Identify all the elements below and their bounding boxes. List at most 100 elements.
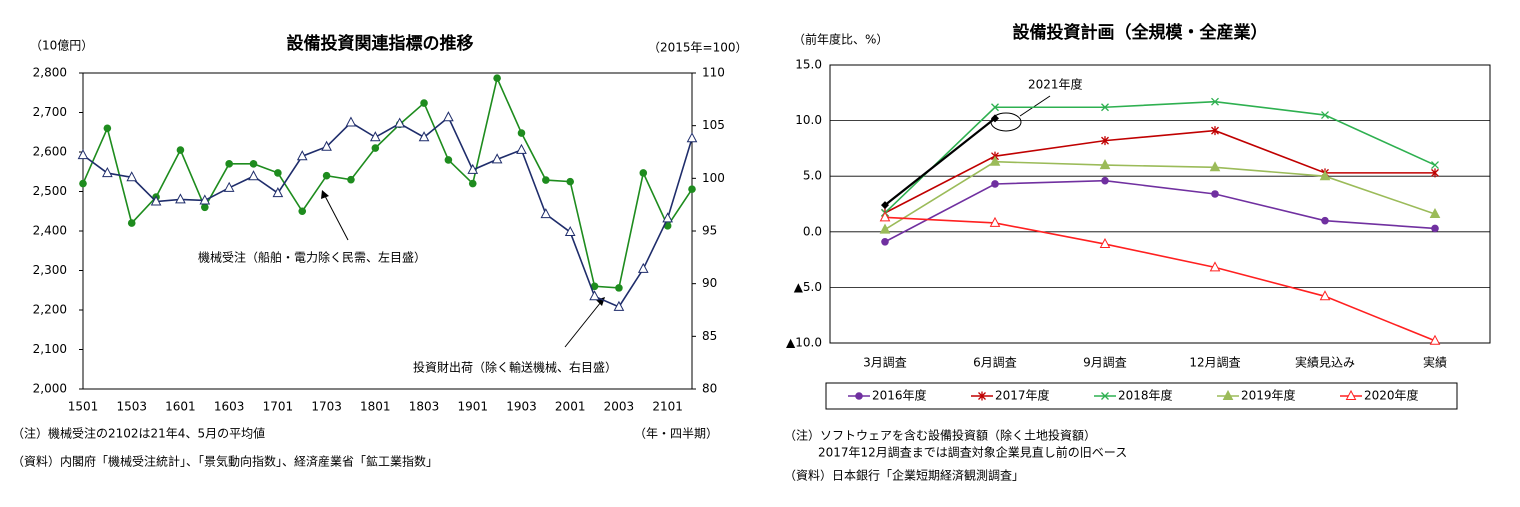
point xyxy=(201,203,209,212)
x-tick-label: 6月調査 xyxy=(973,356,1017,370)
source: （資料）内閣府「機械受注統計」、「景気動向指数」、経済産業省「鉱工業指数」 xyxy=(12,454,438,469)
y2-tick-label: 85 xyxy=(702,329,717,343)
point xyxy=(991,180,999,188)
legend-label: 2019年度 xyxy=(1241,388,1296,403)
series-line xyxy=(82,115,693,308)
x-tick-label: 実績 xyxy=(1423,355,1447,370)
point xyxy=(1211,126,1219,136)
point xyxy=(590,282,599,291)
point xyxy=(468,179,477,188)
point xyxy=(1319,290,1331,301)
series-annotation: 機械受注（船舶・電力除く民需、左目盛） xyxy=(198,250,426,265)
point xyxy=(1211,190,1219,198)
series-annotation: 2021年度 xyxy=(1028,77,1083,92)
point xyxy=(102,166,113,178)
point xyxy=(274,169,282,177)
point xyxy=(589,290,600,301)
point xyxy=(991,114,999,123)
plot-frame xyxy=(82,72,693,390)
y2-tick-label: 90 xyxy=(702,276,717,290)
series-line xyxy=(884,179,1436,243)
series-line xyxy=(884,216,1436,342)
y2-tick-label: 110 xyxy=(702,66,725,80)
point xyxy=(879,211,891,222)
x-tick-label: 1803 xyxy=(409,400,440,414)
point xyxy=(176,146,185,154)
y-axis-unit: （前年度比、%） xyxy=(793,32,888,47)
y-tick-label: ▲5.0 xyxy=(794,280,822,294)
point xyxy=(1101,136,1109,146)
x-tick-label: 1501 xyxy=(68,400,99,414)
x-tick-label: 1701 xyxy=(263,400,294,414)
point xyxy=(199,194,211,205)
x-axis-unit: （年・四半期） xyxy=(634,427,718,441)
point xyxy=(443,111,454,122)
point xyxy=(493,74,501,82)
point xyxy=(881,201,889,210)
point xyxy=(321,140,332,151)
series-line xyxy=(884,160,1436,231)
point xyxy=(420,99,428,107)
point xyxy=(566,177,574,186)
point xyxy=(1429,207,1441,219)
point xyxy=(1209,261,1221,272)
legend-label: 2018年度 xyxy=(1118,388,1173,403)
x-tick-label: 1703 xyxy=(311,400,342,414)
y-tick-label: 0.0 xyxy=(803,224,822,238)
x-tick-label: 2101 xyxy=(652,400,683,414)
point xyxy=(103,124,112,133)
point xyxy=(272,187,284,198)
y2-axis-unit: （2015年=100） xyxy=(648,41,748,55)
point xyxy=(1209,161,1221,172)
note: 2017年12月調査までは調査対象企業見直し前の旧ベース xyxy=(818,445,1127,460)
point xyxy=(126,171,138,182)
point xyxy=(79,179,87,188)
y-tick-label: 2,000 xyxy=(33,382,67,396)
point xyxy=(516,143,527,154)
y-tick-label: 2,100 xyxy=(33,342,67,356)
point xyxy=(615,284,623,292)
point xyxy=(1321,216,1329,225)
point xyxy=(881,238,889,246)
point xyxy=(369,131,381,142)
point xyxy=(613,300,625,311)
point xyxy=(444,156,453,164)
point xyxy=(989,155,1001,166)
x-tick-label: 1903 xyxy=(506,400,537,414)
point xyxy=(540,208,552,219)
point xyxy=(1321,111,1329,119)
point xyxy=(1431,161,1439,170)
y-tick-label: 2,700 xyxy=(33,105,67,119)
point xyxy=(249,160,258,168)
point xyxy=(1431,168,1439,178)
x-tick-label: 1601 xyxy=(165,400,196,414)
point xyxy=(686,132,698,143)
x-tick-label: 2001 xyxy=(555,400,586,414)
x-tick-label: 2003 xyxy=(604,400,635,414)
series-line xyxy=(82,75,693,289)
plot-frame xyxy=(829,64,1491,344)
series-line xyxy=(884,100,1436,214)
series-line xyxy=(884,117,996,206)
legend-label: 2017年度 xyxy=(995,388,1050,403)
y-tick-label: 15.0 xyxy=(795,58,822,72)
x-tick-label: 実績見込み xyxy=(1295,355,1355,370)
point xyxy=(371,144,380,152)
y2-tick-label: 105 xyxy=(702,118,725,132)
source: （資料）日本銀行「企業短期経済観測調査」 xyxy=(784,468,1024,483)
legend-label: 2020年度 xyxy=(1364,388,1419,403)
point xyxy=(542,176,550,184)
point xyxy=(1345,389,1357,400)
chart-title: 設備投資関連指標の推移 xyxy=(287,33,474,54)
chart-title: 設備投資計画（全規模・全産業） xyxy=(1013,22,1268,43)
x-tick-label: 12月調査 xyxy=(1189,356,1240,370)
point xyxy=(248,170,259,181)
series-annotation: 投資財出荷（除く輸送機械、右目盛） xyxy=(413,360,617,375)
point xyxy=(1101,103,1109,112)
point xyxy=(1211,97,1219,106)
x-tick-label: 1503 xyxy=(116,400,147,414)
y-axis-unit: （10億円） xyxy=(30,39,93,53)
y-tick-label: 2,400 xyxy=(33,224,67,238)
x-tick-label: 3月調査 xyxy=(863,356,907,370)
